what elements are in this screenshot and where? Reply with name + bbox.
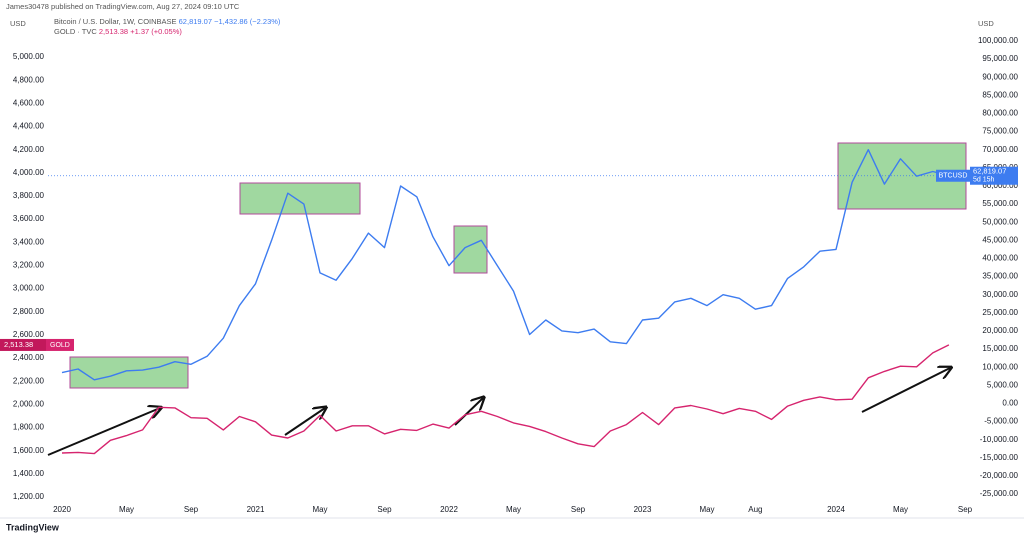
y2-tick-label: 20,000.00	[982, 326, 1018, 335]
legend-price: 2,513.38	[99, 27, 128, 36]
legend: Bitcoin / U.S. Dollar, 1W, COINBASE 62,8…	[54, 17, 281, 26]
publisher: James30478 published on TradingView.com,…	[6, 2, 240, 11]
y2-tick-label: 90,000.00	[982, 72, 1018, 81]
arrow	[861, 368, 950, 413]
y-tick-label: 3,200.00	[13, 261, 45, 270]
y2-tick-label: 85,000.00	[982, 90, 1018, 99]
y2-tick-label: 95,000.00	[982, 54, 1018, 63]
y-tick-label: 4,800.00	[13, 75, 45, 84]
x-tick-label: 2023	[634, 505, 652, 514]
highlight-box	[69, 356, 189, 389]
arrow	[47, 408, 160, 456]
y-tick-label: 4,400.00	[13, 122, 45, 131]
x-tick-label: May	[506, 505, 521, 514]
y2-tick-label: -20,000.00	[980, 471, 1019, 480]
x-tick-label: Sep	[958, 505, 973, 514]
y-tick-label: 2,400.00	[13, 353, 45, 362]
y-tick-label: 2,200.00	[13, 376, 45, 385]
x-tick-label: 2020	[53, 505, 71, 514]
y2-tick-label: 80,000.00	[982, 109, 1018, 118]
y2-tick-label: 30,000.00	[982, 290, 1018, 299]
y2-tick-label: 45,000.00	[982, 235, 1018, 244]
legend-change: +1.37 (+0.05%)	[130, 27, 182, 36]
legend-change: −1,432.86 (−2.23%)	[214, 17, 281, 26]
legend-name: GOLD · TVC	[54, 27, 97, 36]
x-tick-label: Aug	[748, 505, 762, 514]
y-tick-label: 1,600.00	[13, 446, 45, 455]
price-tag-value: 2,513.38	[4, 340, 33, 349]
y2-tick-label: 35,000.00	[982, 272, 1018, 281]
x-tick-label: Sep	[184, 505, 199, 514]
x-tick-label: May	[699, 505, 714, 514]
y2-tick-label: 100,000.00	[978, 36, 1019, 45]
y2-tick-label: 75,000.00	[982, 127, 1018, 136]
y-tick-label: 3,400.00	[13, 237, 45, 246]
x-tick-label: 2024	[827, 505, 845, 514]
y2-tick-label: 10,000.00	[982, 362, 1018, 371]
y-tick-label: 5,000.00	[13, 52, 45, 61]
annotations	[47, 142, 967, 456]
plot-area	[48, 149, 968, 455]
y-tick-label: 4,200.00	[13, 145, 45, 154]
legend: GOLD · TVC 2,513.38 +1.37 (+0.05%)	[54, 27, 182, 36]
y2-tick-label: -10,000.00	[980, 435, 1019, 444]
x-tick-label: 2022	[440, 505, 458, 514]
arrow	[454, 398, 483, 426]
y2-tick-label: 25,000.00	[982, 308, 1018, 317]
highlight-box	[239, 182, 361, 215]
price-tag	[970, 166, 1018, 185]
y2-tick-label: 50,000.00	[982, 217, 1018, 226]
price-tag-symbol: GOLD	[50, 342, 70, 349]
y2-tick-label: 0.00	[1002, 399, 1018, 408]
y2-tick-label: -25,000.00	[980, 489, 1019, 498]
x-tick-label: 2021	[247, 505, 265, 514]
y-tick-label: 2,600.00	[13, 330, 45, 339]
price-tag	[936, 169, 970, 182]
y-tick-label: 3,800.00	[13, 191, 45, 200]
y2-tick-label: -15,000.00	[980, 453, 1019, 462]
y-tick-label: 4,600.00	[13, 98, 45, 107]
y-tick-label: 2,800.00	[13, 307, 45, 316]
y2-tick-label: 55,000.00	[982, 199, 1018, 208]
series-line	[61, 344, 950, 455]
y-tick-label: 1,400.00	[13, 469, 45, 478]
unit-label: USD	[978, 19, 994, 28]
unit-label: USD	[10, 19, 26, 28]
y-tick-label: 1,800.00	[13, 423, 45, 432]
brand: TradingView	[6, 522, 60, 532]
y-tick-label: 4,000.00	[13, 168, 45, 177]
price-tag	[0, 338, 46, 351]
y2-tick-label: 70,000.00	[982, 145, 1018, 154]
legend-name: Bitcoin / U.S. Dollar, 1W, COINBASE	[54, 17, 177, 26]
x-tick-label: Sep	[377, 505, 392, 514]
legend-price: 62,819.07	[179, 17, 212, 26]
x-tick-label: May	[119, 505, 134, 514]
y2-tick-label: -5,000.00	[984, 417, 1018, 426]
y-tick-label: 3,000.00	[13, 284, 45, 293]
price-tag-countdown: 5d 15h	[973, 177, 995, 184]
x-tick-label: May	[893, 505, 908, 514]
x-tick-label: Sep	[571, 505, 586, 514]
x-tick-label: May	[312, 505, 327, 514]
y2-tick-label: 60,000.00	[982, 181, 1018, 190]
series-line	[61, 149, 950, 381]
price-tag-symbol: BTCUSD	[939, 173, 968, 180]
y-tick-label: 1,200.00	[13, 492, 45, 501]
y2-tick-label: 15,000.00	[982, 344, 1018, 353]
y-tick-label: 3,600.00	[13, 214, 45, 223]
highlight-box	[453, 225, 488, 274]
price-tag	[46, 338, 74, 351]
price-tag-value: 62,819.07	[973, 167, 1006, 176]
y2-tick-label: 5,000.00	[987, 380, 1019, 389]
y2-tick-label: 40,000.00	[982, 254, 1018, 263]
y-tick-label: 2,000.00	[13, 399, 45, 408]
arrow	[284, 408, 325, 436]
